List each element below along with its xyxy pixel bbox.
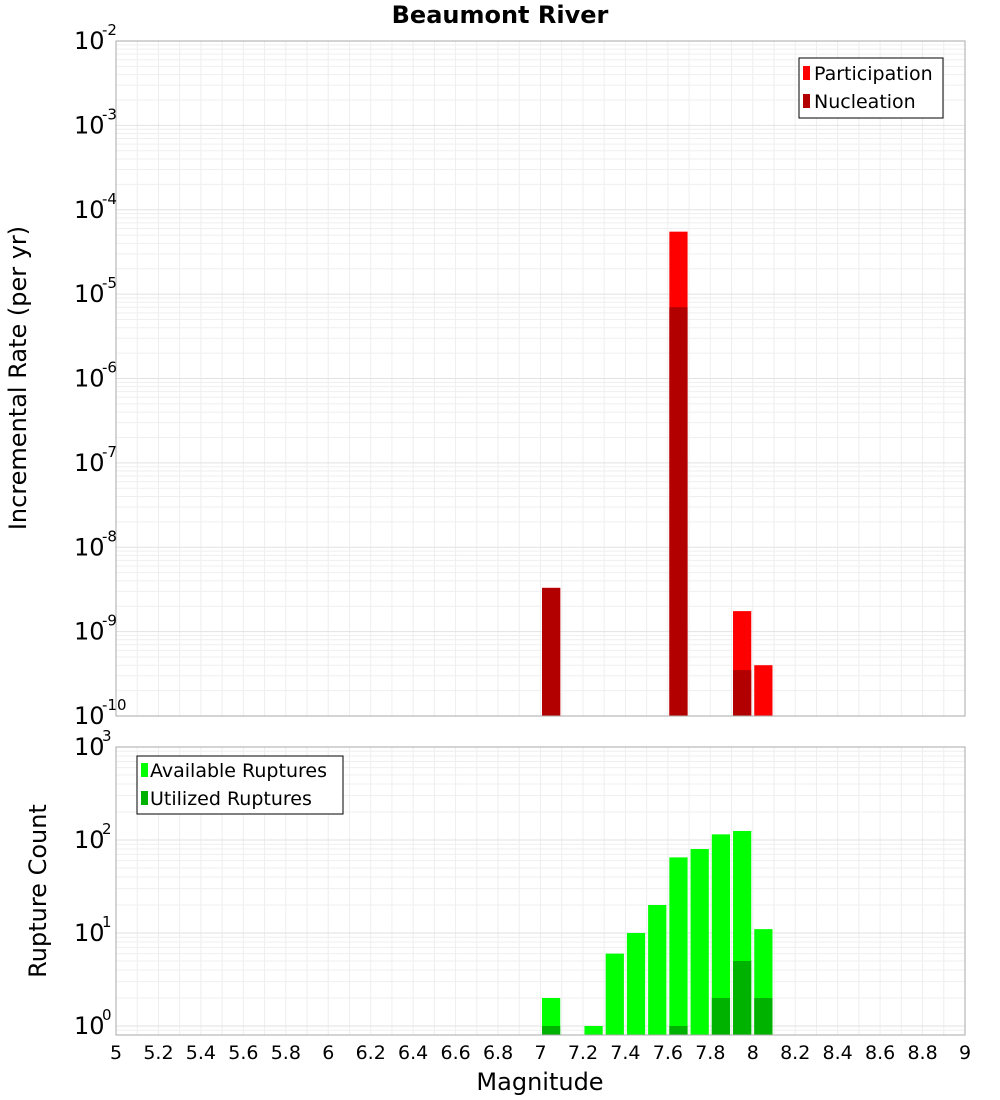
nucleation-bar xyxy=(733,670,752,716)
count-y-tick-label: 10 xyxy=(74,1012,105,1040)
x-tick-label: 8.6 xyxy=(865,1042,895,1064)
x-tick-label: 8 xyxy=(747,1042,759,1064)
participation-bar xyxy=(754,665,773,716)
available-ruptures-bar xyxy=(584,1025,603,1035)
x-tick-label: 6.8 xyxy=(483,1042,513,1064)
available-ruptures-bar xyxy=(605,953,624,1035)
nucleation-bar xyxy=(669,307,688,716)
available-legend-label: Available Ruptures xyxy=(150,760,327,782)
x-tick-label: 6.6 xyxy=(440,1042,470,1064)
nucleation-bar xyxy=(542,587,561,716)
x-tick-label: 7.6 xyxy=(653,1042,683,1064)
utilized-legend-label: Utilized Ruptures xyxy=(150,788,312,810)
nucleation-legend-swatch xyxy=(803,94,810,108)
available-ruptures-bar xyxy=(648,904,667,1035)
rate-grid xyxy=(115,40,966,717)
x-tick-label: 7 xyxy=(534,1042,546,1064)
utilized-ruptures-bar xyxy=(711,997,731,1035)
available-ruptures-bar xyxy=(669,857,688,1035)
rate-legend-box xyxy=(798,57,944,119)
x-tick-label: 6.4 xyxy=(398,1042,428,1064)
count-y-tick-exponent: 1 xyxy=(102,913,112,931)
x-tick-label: 7.4 xyxy=(610,1042,640,1064)
magnitude-x-ticks: 5 5.2 5.4 5.6 5.8 6 6.2 6.4 6.6 6.8 7 7.2 7.4 7.6 7.8 8… xyxy=(110,1042,971,1064)
rate-legend: Participation Nucleation xyxy=(798,57,944,119)
rate-y-tick-exponent: -10 xyxy=(102,696,127,714)
rate-y-tick-exponent: -5 xyxy=(102,274,117,292)
count-y-tick-label: 10 xyxy=(74,733,105,761)
x-tick-label: 8.8 xyxy=(907,1042,937,1064)
x-tick-label: 9 xyxy=(959,1042,971,1064)
count-y-tick-label: 10 xyxy=(74,826,105,854)
rate-y-tick-exponent: -7 xyxy=(102,443,117,461)
x-tick-label: 5.2 xyxy=(143,1042,173,1064)
count-bars xyxy=(542,830,773,1035)
count-legend-box xyxy=(136,755,344,815)
rate-plot-frame xyxy=(115,40,966,717)
utilized-ruptures-bar xyxy=(669,1025,688,1035)
rate-y-tick-exponent: -2 xyxy=(102,21,117,39)
available-ruptures-bar xyxy=(542,997,561,1035)
rate-y-tick-exponent: -9 xyxy=(102,612,117,630)
count-y-axis-label: Rupture Count xyxy=(24,804,52,978)
rate-y-tick-label: 10 xyxy=(74,196,105,224)
rate-y-tick-label: 10 xyxy=(74,280,105,308)
rate-y-tick-exponent: -6 xyxy=(102,359,117,377)
participation-legend-swatch xyxy=(803,66,810,80)
count-legend: Available Ruptures Utilized Ruptures xyxy=(136,755,344,815)
rate-panel: 10-210-310-410-510-610-710-810-910-10 In… xyxy=(4,21,966,730)
available-ruptures-bar xyxy=(711,834,731,1035)
count-y-tick-label: 10 xyxy=(74,919,105,947)
x-tick-label: 8.4 xyxy=(823,1042,853,1064)
x-axis-label: Magnitude xyxy=(476,1068,603,1096)
x-tick-label: 7.2 xyxy=(568,1042,598,1064)
rate-y-ticks: 10-210-310-410-510-610-710-810-910-10 xyxy=(74,21,127,730)
x-tick-label: 5.8 xyxy=(271,1042,301,1064)
count-plot-frame xyxy=(115,746,966,1036)
rate-y-tick-label: 10 xyxy=(74,618,105,646)
rate-y-tick-exponent: -3 xyxy=(102,105,117,123)
x-tick-label: 5 xyxy=(110,1042,122,1064)
rate-y-tick-label: 10 xyxy=(74,533,105,561)
rate-y-tick-label: 10 xyxy=(74,365,105,393)
utilized-legend-swatch xyxy=(141,791,148,805)
available-ruptures-bar xyxy=(626,932,646,1035)
x-tick-label: 5.4 xyxy=(186,1042,216,1064)
count-y-tick-exponent: 3 xyxy=(102,727,112,745)
available-ruptures-bar xyxy=(690,849,709,1035)
x-tick-label: 6 xyxy=(322,1042,334,1064)
utilized-ruptures-bar xyxy=(733,960,752,1035)
count-y-tick-exponent: 2 xyxy=(102,820,112,838)
rate-y-tick-label: 10 xyxy=(74,111,105,139)
nucleation-legend-label: Nucleation xyxy=(814,91,916,113)
rate-bars xyxy=(542,231,773,716)
utilized-ruptures-bar xyxy=(754,997,773,1035)
x-tick-label: 7.8 xyxy=(695,1042,725,1064)
count-y-tick-exponent: 0 xyxy=(102,1006,112,1024)
rate-y-tick-label: 10 xyxy=(74,449,105,477)
x-tick-label: 5.6 xyxy=(228,1042,258,1064)
participation-legend-label: Participation xyxy=(814,63,933,85)
utilized-ruptures-bar xyxy=(542,1025,561,1035)
rate-y-tick-label: 10 xyxy=(74,27,105,55)
rate-y-tick-exponent: -8 xyxy=(102,527,117,545)
chart-title: Beaumont River xyxy=(392,1,609,29)
rate-y-tick-exponent: -4 xyxy=(102,190,117,208)
available-legend-swatch xyxy=(141,763,148,777)
x-tick-label: 8.2 xyxy=(780,1042,810,1064)
rate-y-axis-label: Incremental Rate (per yr) xyxy=(4,226,32,530)
rate-y-tick-label: 10 xyxy=(74,702,105,730)
x-tick-label: 6.2 xyxy=(356,1042,386,1064)
